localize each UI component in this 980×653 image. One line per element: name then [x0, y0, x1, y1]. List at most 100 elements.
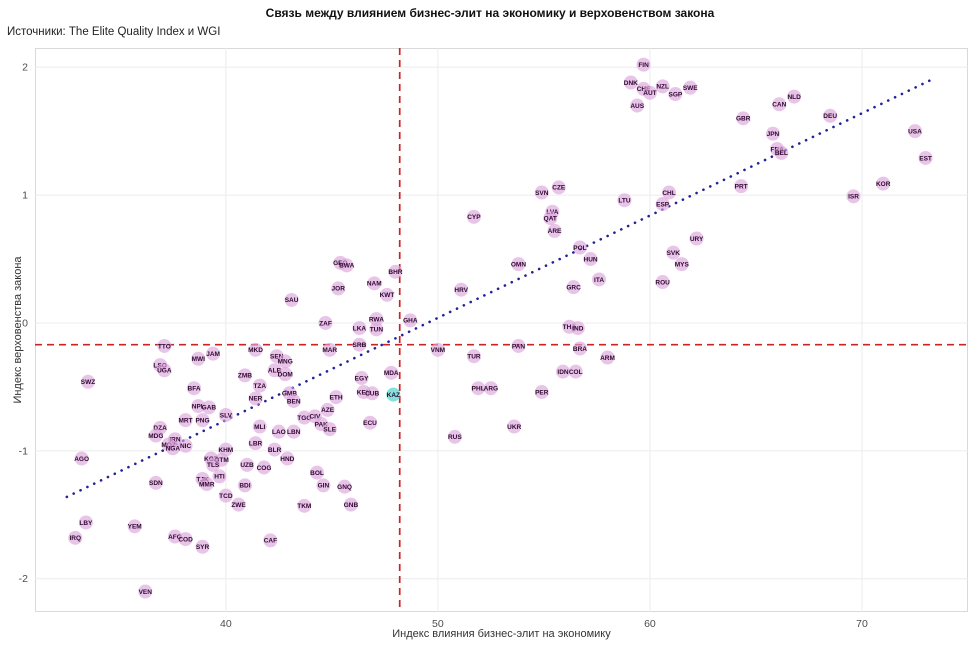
data-point-label: GMB	[282, 391, 297, 398]
data-point	[876, 176, 891, 191]
data-point-label: PNG	[195, 417, 209, 424]
y-tick-label: 1	[22, 190, 28, 202]
data-point	[167, 529, 182, 544]
data-point-label: CIV	[309, 414, 321, 421]
data-point	[248, 342, 263, 357]
data-point-label: ARE	[548, 228, 562, 235]
data-point-label: JAM	[206, 351, 220, 358]
data-point	[206, 457, 221, 472]
data-point	[568, 364, 583, 379]
data-point-label: NER	[249, 396, 263, 403]
data-point-label: KWT	[380, 292, 395, 299]
data-point-label: BEN	[287, 398, 301, 405]
data-point-label: BWA	[339, 263, 354, 270]
data-point	[331, 281, 346, 296]
y-tick-label: -2	[19, 573, 28, 585]
data-point	[655, 197, 670, 212]
data-point-label: MYS	[675, 261, 690, 268]
chart-subtitle: Источники: The Elite Quality Index и WGI	[7, 26, 221, 38]
data-point-label: GBR	[736, 116, 751, 123]
data-point-label: SWZ	[81, 379, 95, 386]
data-point	[466, 209, 481, 224]
data-point	[466, 349, 481, 364]
data-point	[310, 465, 325, 480]
x-axis-title: Индекс влияния бизнес-элит на экономику	[392, 628, 611, 640]
data-point-label: KAZ	[387, 392, 400, 399]
data-point-label: DOM	[278, 371, 293, 378]
x-tick-label: 70	[856, 618, 868, 630]
data-point	[280, 451, 295, 466]
data-point	[369, 322, 384, 337]
data-point	[765, 126, 780, 141]
data-point-label: VEN	[139, 589, 153, 596]
data-point	[666, 245, 681, 260]
data-point	[734, 179, 749, 194]
data-point-label: ETH	[330, 394, 343, 401]
data-point-label: UZB	[240, 462, 254, 469]
data-point-label: MLI	[254, 424, 265, 431]
data-point	[918, 150, 933, 165]
data-point-label: TUN	[370, 327, 384, 334]
data-point	[195, 413, 210, 428]
data-point	[237, 368, 252, 383]
data-point	[127, 519, 142, 534]
data-point	[787, 89, 802, 104]
data-point-label: NIC	[180, 443, 192, 450]
data-point	[823, 108, 838, 123]
data-point	[278, 367, 293, 382]
data-point-label: EGY	[355, 375, 369, 382]
data-point	[240, 457, 255, 472]
data-point	[165, 441, 180, 456]
data-point	[369, 312, 384, 327]
data-point	[257, 460, 272, 475]
data-point-label: DEU	[823, 113, 837, 120]
data-point-label: HND	[280, 456, 294, 463]
data-point	[447, 429, 462, 444]
scatter-plot: FINDNKCHEAUTNZLSGPSWEAUSGBRCANNLDDEUJPNF…	[19, 48, 968, 630]
data-point-label: TTO	[158, 343, 171, 350]
data-point-label: PHL	[472, 385, 485, 392]
data-point-label: IRQ	[70, 535, 82, 542]
data-point	[148, 428, 163, 443]
data-point	[354, 370, 369, 385]
data-point	[736, 111, 751, 126]
data-point	[157, 363, 172, 378]
data-point-label: USA	[908, 128, 922, 135]
data-point-label: POL	[573, 245, 586, 252]
data-point	[78, 515, 93, 530]
data-point	[187, 381, 202, 396]
data-point	[570, 321, 585, 336]
data-point-label: LBR	[249, 440, 263, 447]
data-point-label: LAO	[272, 429, 286, 436]
x-tick-label: 50	[432, 618, 444, 630]
plot-panel	[35, 48, 968, 612]
data-point	[191, 399, 206, 414]
data-point-label: FIN	[638, 62, 649, 69]
data-point-label: BHR	[388, 269, 402, 276]
data-point	[630, 98, 645, 113]
data-point-label: SEN	[270, 354, 284, 361]
data-point	[655, 275, 670, 290]
data-point-label: ARG	[484, 385, 498, 392]
data-point	[403, 313, 418, 328]
data-point	[655, 79, 670, 94]
data-point	[339, 258, 354, 273]
data-point-label: SDN	[149, 480, 163, 487]
data-point-label: TCD	[219, 493, 233, 500]
data-point-label: SLE	[323, 426, 336, 433]
data-point-label: TKM	[297, 503, 311, 510]
data-point	[674, 257, 689, 272]
data-point-label: PAK	[315, 421, 329, 428]
data-point-label: EST	[919, 155, 932, 162]
data-point-label: PAN	[512, 343, 526, 350]
data-point-label: UKR	[507, 424, 521, 431]
data-point	[248, 436, 263, 451]
data-point-label: CZE	[552, 185, 566, 192]
data-point-label: HUN	[584, 256, 598, 263]
data-point-label: MDG	[148, 433, 163, 440]
data-point-label: ZMB	[238, 373, 252, 380]
data-point	[322, 342, 337, 357]
data-point-label: SLV	[220, 412, 233, 419]
data-point-label: JPN	[767, 131, 780, 138]
